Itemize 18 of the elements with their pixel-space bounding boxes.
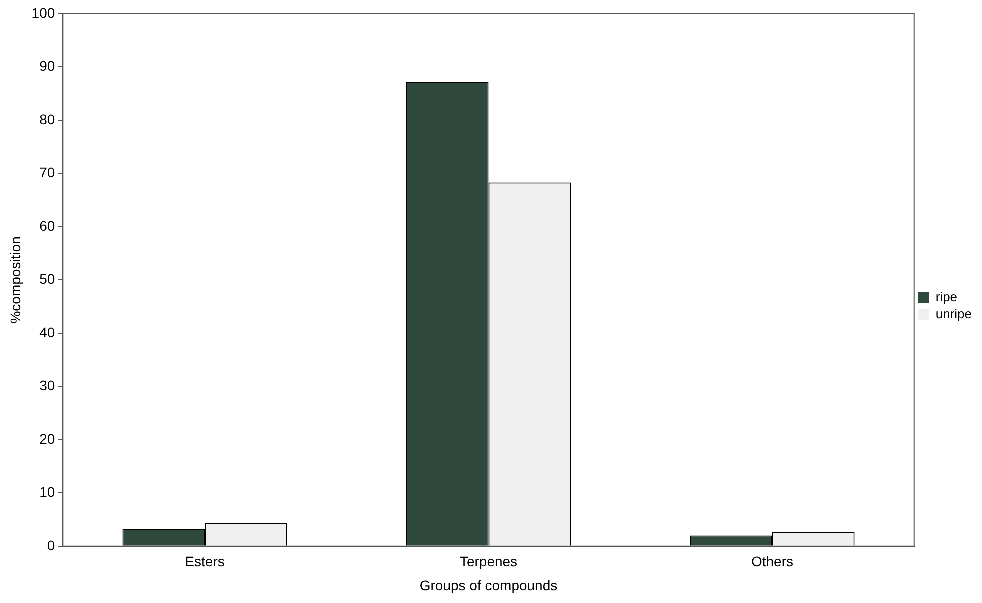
y-tick-label: 0 — [47, 537, 56, 554]
y-tick-label: 90 — [40, 58, 56, 74]
legend-label: unripe — [936, 306, 972, 322]
x-tick-label: Esters — [185, 554, 225, 570]
y-tick-label: 10 — [40, 484, 56, 500]
legend-label: ripe — [936, 290, 958, 305]
y-tick-label: 80 — [40, 111, 56, 128]
y-axis-title: %composition — [7, 236, 24, 324]
x-tick-label: Terpenes — [460, 554, 518, 570]
y-tick-label: 70 — [40, 164, 56, 181]
x-axis-title: Groups of compounds — [420, 577, 558, 594]
y-tick-label: 40 — [40, 324, 56, 340]
y-tick-label: 30 — [40, 378, 56, 394]
y-tick-label: 100 — [32, 4, 56, 21]
x-tick-label: Others — [751, 554, 794, 570]
y-tick-label: 50 — [40, 271, 56, 288]
y-tick-label: 60 — [40, 218, 56, 234]
y-tick-label: 20 — [40, 430, 56, 447]
